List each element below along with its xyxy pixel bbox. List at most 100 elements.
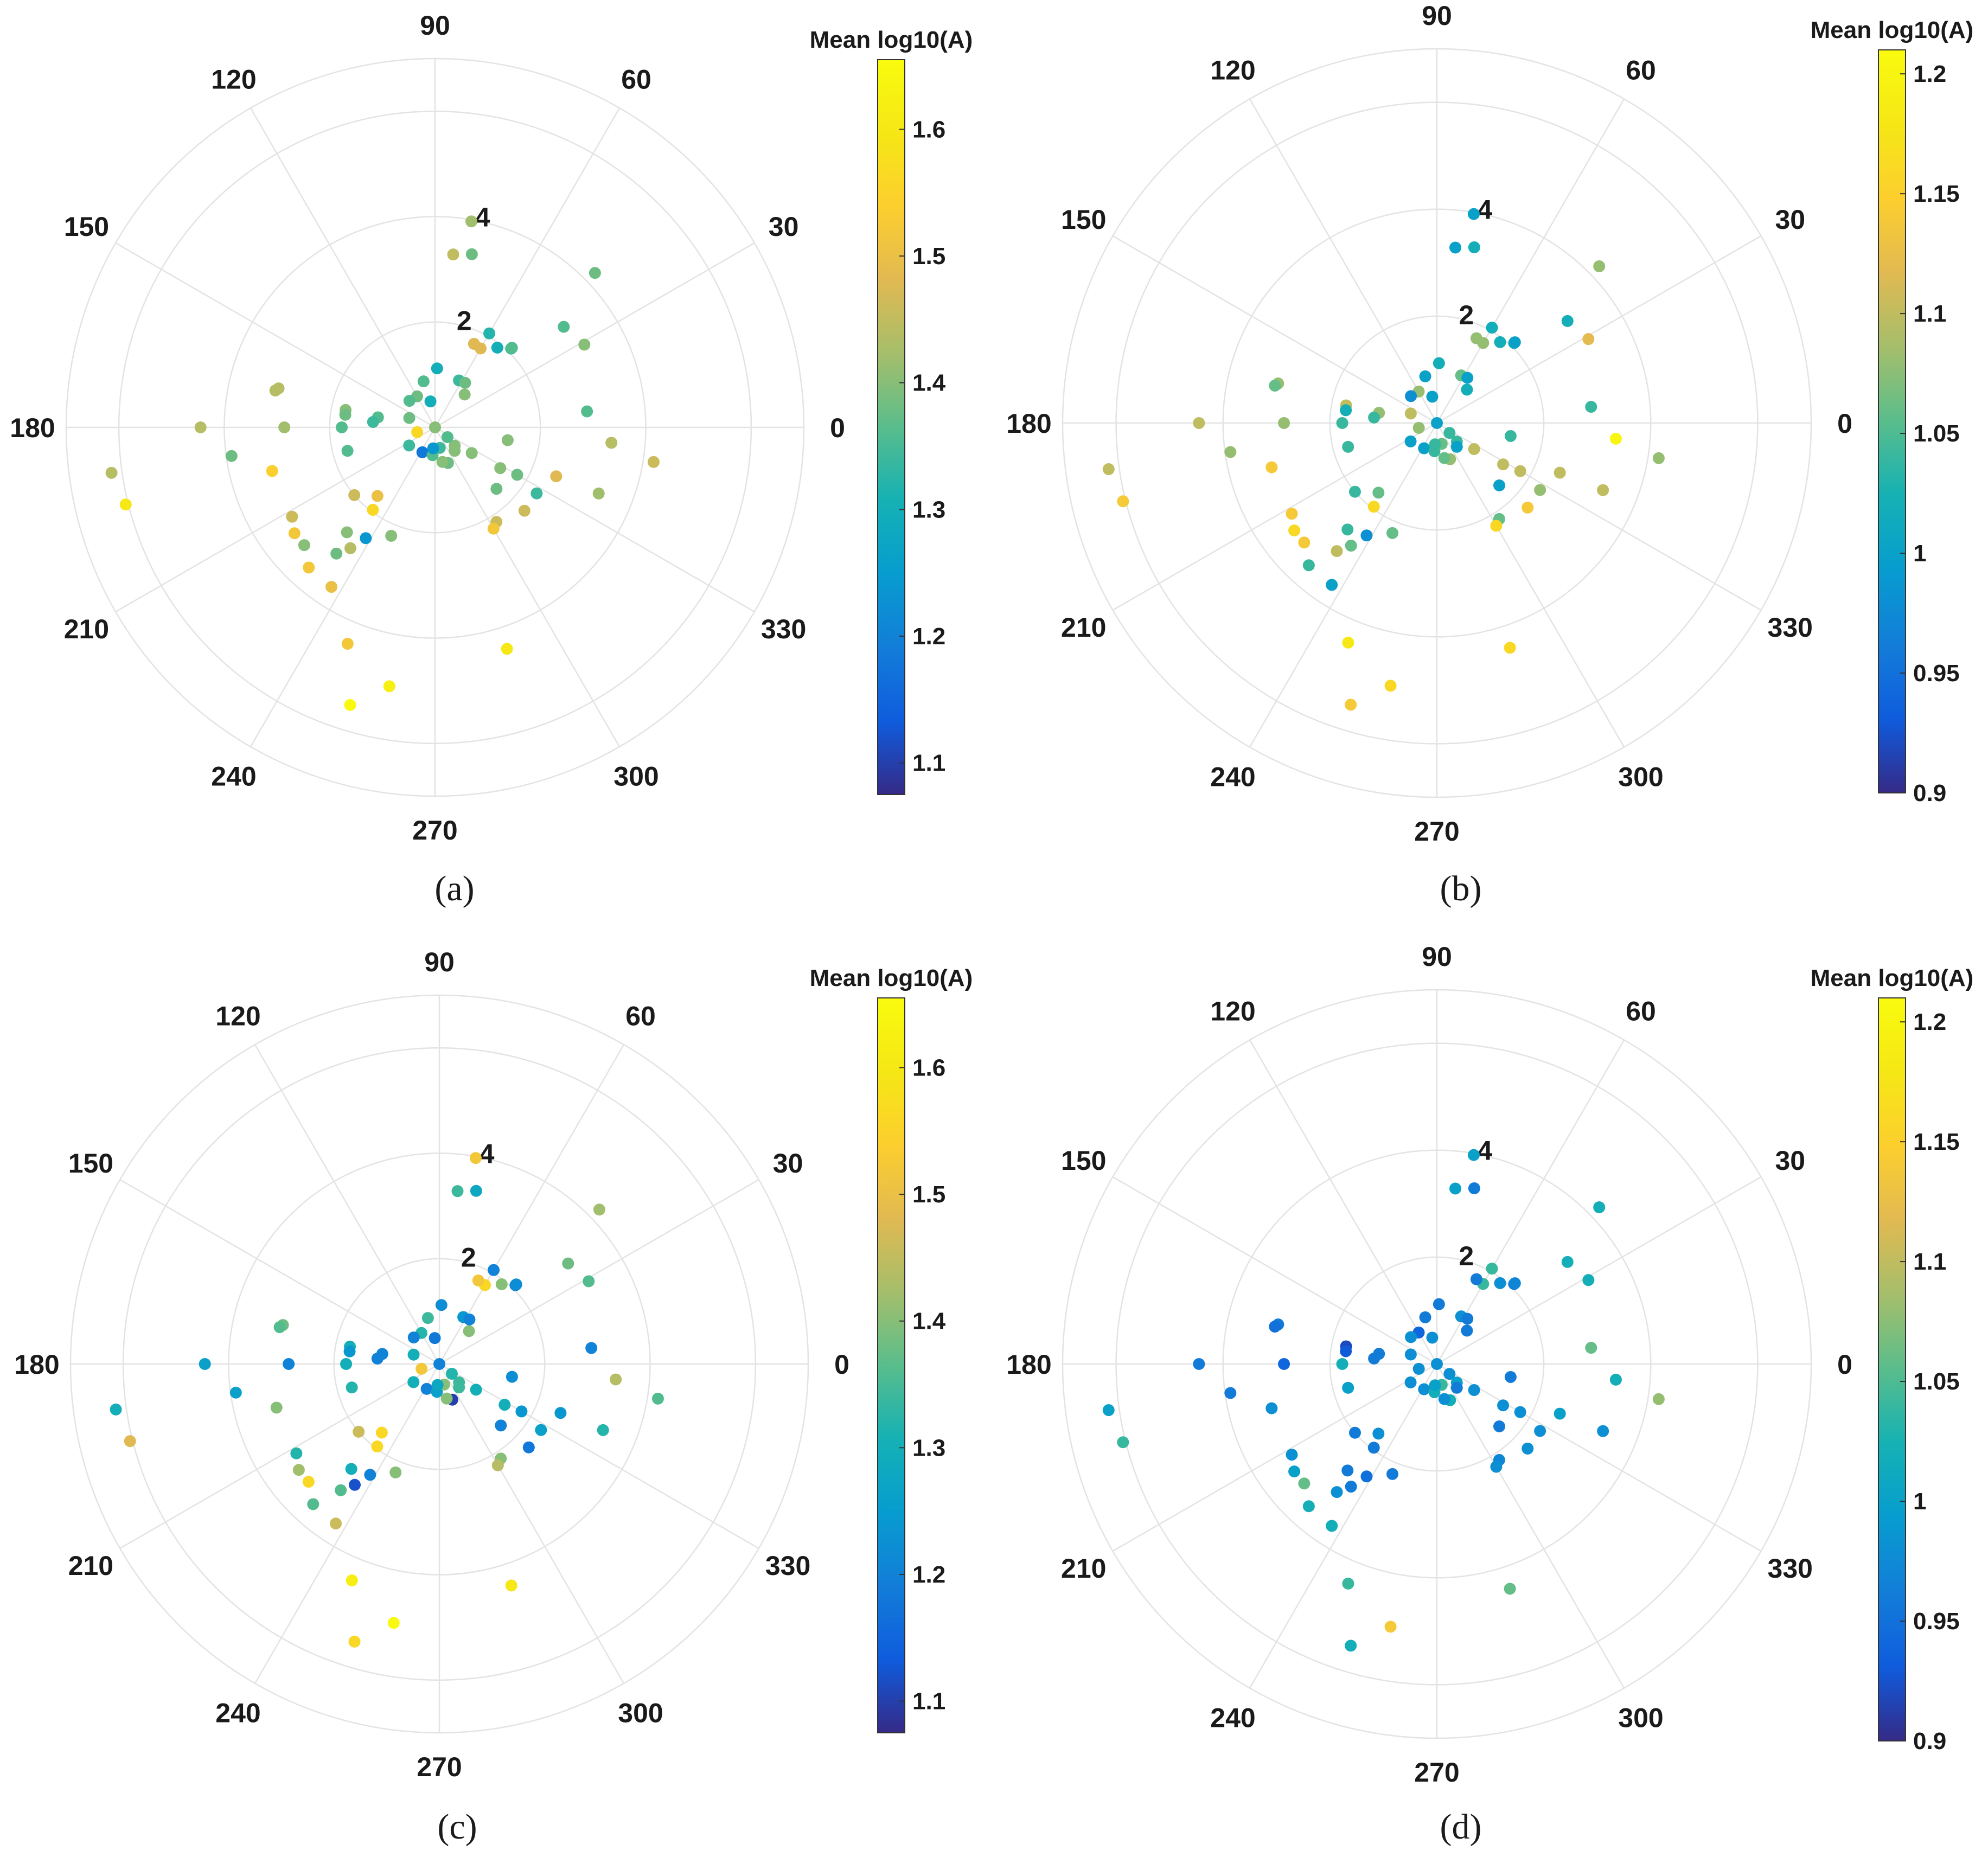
grid-spoke — [1436, 98, 1625, 424]
colorbar-label: Mean log10(A) — [1811, 17, 1974, 43]
data-point — [647, 456, 660, 468]
data-point — [1117, 1436, 1129, 1449]
data-point — [346, 1381, 358, 1394]
data-point — [483, 327, 496, 340]
data-point — [441, 431, 453, 443]
theta-tick-label: 210 — [1061, 612, 1106, 643]
data-point — [463, 1313, 476, 1325]
data-point — [1404, 435, 1417, 447]
data-point — [1554, 466, 1566, 479]
grid-spoke — [1112, 422, 1437, 611]
data-point — [1585, 401, 1597, 413]
data-point — [1404, 1376, 1417, 1388]
data-point — [283, 1358, 295, 1370]
data-point — [435, 1299, 448, 1311]
data-point — [468, 337, 480, 350]
data-point — [465, 447, 478, 459]
data-point — [383, 680, 395, 693]
data-point — [501, 643, 513, 655]
r-tick-label: 4 — [480, 1138, 495, 1169]
colorbar-label: Mean log10(A) — [810, 27, 973, 53]
polar-grid — [1062, 48, 1812, 798]
data-point — [1467, 1149, 1480, 1161]
data-point — [416, 446, 429, 458]
data-point — [1360, 529, 1373, 542]
data-point — [465, 248, 478, 260]
data-point — [407, 1348, 420, 1361]
data-point — [1461, 372, 1474, 384]
theta-tick-label: 120 — [1210, 55, 1255, 86]
data-point — [1336, 1358, 1348, 1370]
panel-caption: (d) — [1440, 1807, 1482, 1847]
theta-tick-label: 300 — [1618, 1702, 1663, 1733]
grid-spoke — [434, 426, 755, 613]
data-point — [348, 1478, 361, 1491]
data-point — [1534, 1425, 1546, 1437]
grid-spoke — [439, 1179, 759, 1365]
colorbar-tick-label: 1.15 — [1913, 181, 1960, 207]
data-point — [124, 1435, 136, 1448]
grid-spoke — [1112, 1363, 1437, 1552]
data-point — [325, 581, 338, 593]
colorbar — [1878, 997, 1906, 1741]
theta-tick-label: 330 — [765, 1551, 810, 1581]
theta-tick-label: 240 — [215, 1698, 260, 1728]
data-point — [495, 1278, 508, 1291]
grid-spoke — [250, 427, 436, 747]
data-point — [506, 1371, 518, 1383]
data-point — [1278, 1358, 1290, 1370]
grid-spoke — [115, 426, 436, 613]
grid-spoke — [1436, 1039, 1625, 1365]
theta-tick-label: 150 — [1061, 1145, 1106, 1176]
data-point — [330, 1517, 342, 1530]
data-point — [1384, 680, 1397, 692]
data-point — [1431, 417, 1443, 429]
r-tick-label: 4 — [475, 202, 490, 232]
panel-b: 0 30 60 90 120 150 180 210 240 270 300 330 2 4 Mean lo… — [1006, 1, 1973, 908]
theta-tick-label: 330 — [761, 614, 806, 644]
grid-spoke — [434, 107, 621, 428]
data-point — [1468, 443, 1480, 456]
data-point — [592, 487, 605, 500]
data-point — [375, 1426, 388, 1439]
data-point — [453, 1381, 465, 1394]
theta-tick-label: 330 — [1768, 1553, 1813, 1584]
data-point — [424, 395, 437, 408]
data-point — [199, 1358, 211, 1370]
grid-spoke — [250, 107, 436, 428]
data-point — [1486, 1263, 1498, 1275]
theta-tick-label: 240 — [211, 761, 256, 792]
r-tick-label: 2 — [461, 1243, 476, 1273]
data-point — [1438, 1393, 1450, 1405]
colorbar-tick-label: 1.05 — [1913, 1368, 1960, 1395]
data-point — [440, 1392, 453, 1405]
data-point — [1286, 1449, 1298, 1461]
data-point — [1265, 1402, 1278, 1414]
panel-caption: (b) — [1440, 869, 1482, 908]
data-point — [506, 342, 518, 354]
data-point — [105, 466, 118, 479]
data-point — [1433, 357, 1445, 369]
data-point — [1336, 417, 1348, 429]
data-point — [1302, 559, 1315, 572]
data-point — [411, 426, 424, 438]
theta-tick-label: 0 — [1837, 1349, 1852, 1380]
polar-grid — [69, 994, 809, 1734]
theta-tick-label: 30 — [769, 212, 799, 242]
theta-tick-label: 270 — [412, 815, 457, 846]
data-point — [1102, 463, 1115, 476]
data-point — [1554, 1407, 1566, 1420]
colorbar — [877, 59, 905, 795]
data-point — [273, 1321, 286, 1334]
grid-spoke — [438, 1044, 625, 1365]
data-point — [1331, 1486, 1343, 1499]
data-point — [1443, 427, 1456, 439]
data-point — [1340, 404, 1352, 417]
grid-spoke — [1112, 1176, 1437, 1365]
grid-spoke — [1112, 235, 1437, 424]
data-point — [1418, 1383, 1430, 1395]
theta-tick-label: 180 — [10, 413, 55, 443]
data-point — [431, 362, 443, 375]
data-point — [1490, 520, 1503, 532]
